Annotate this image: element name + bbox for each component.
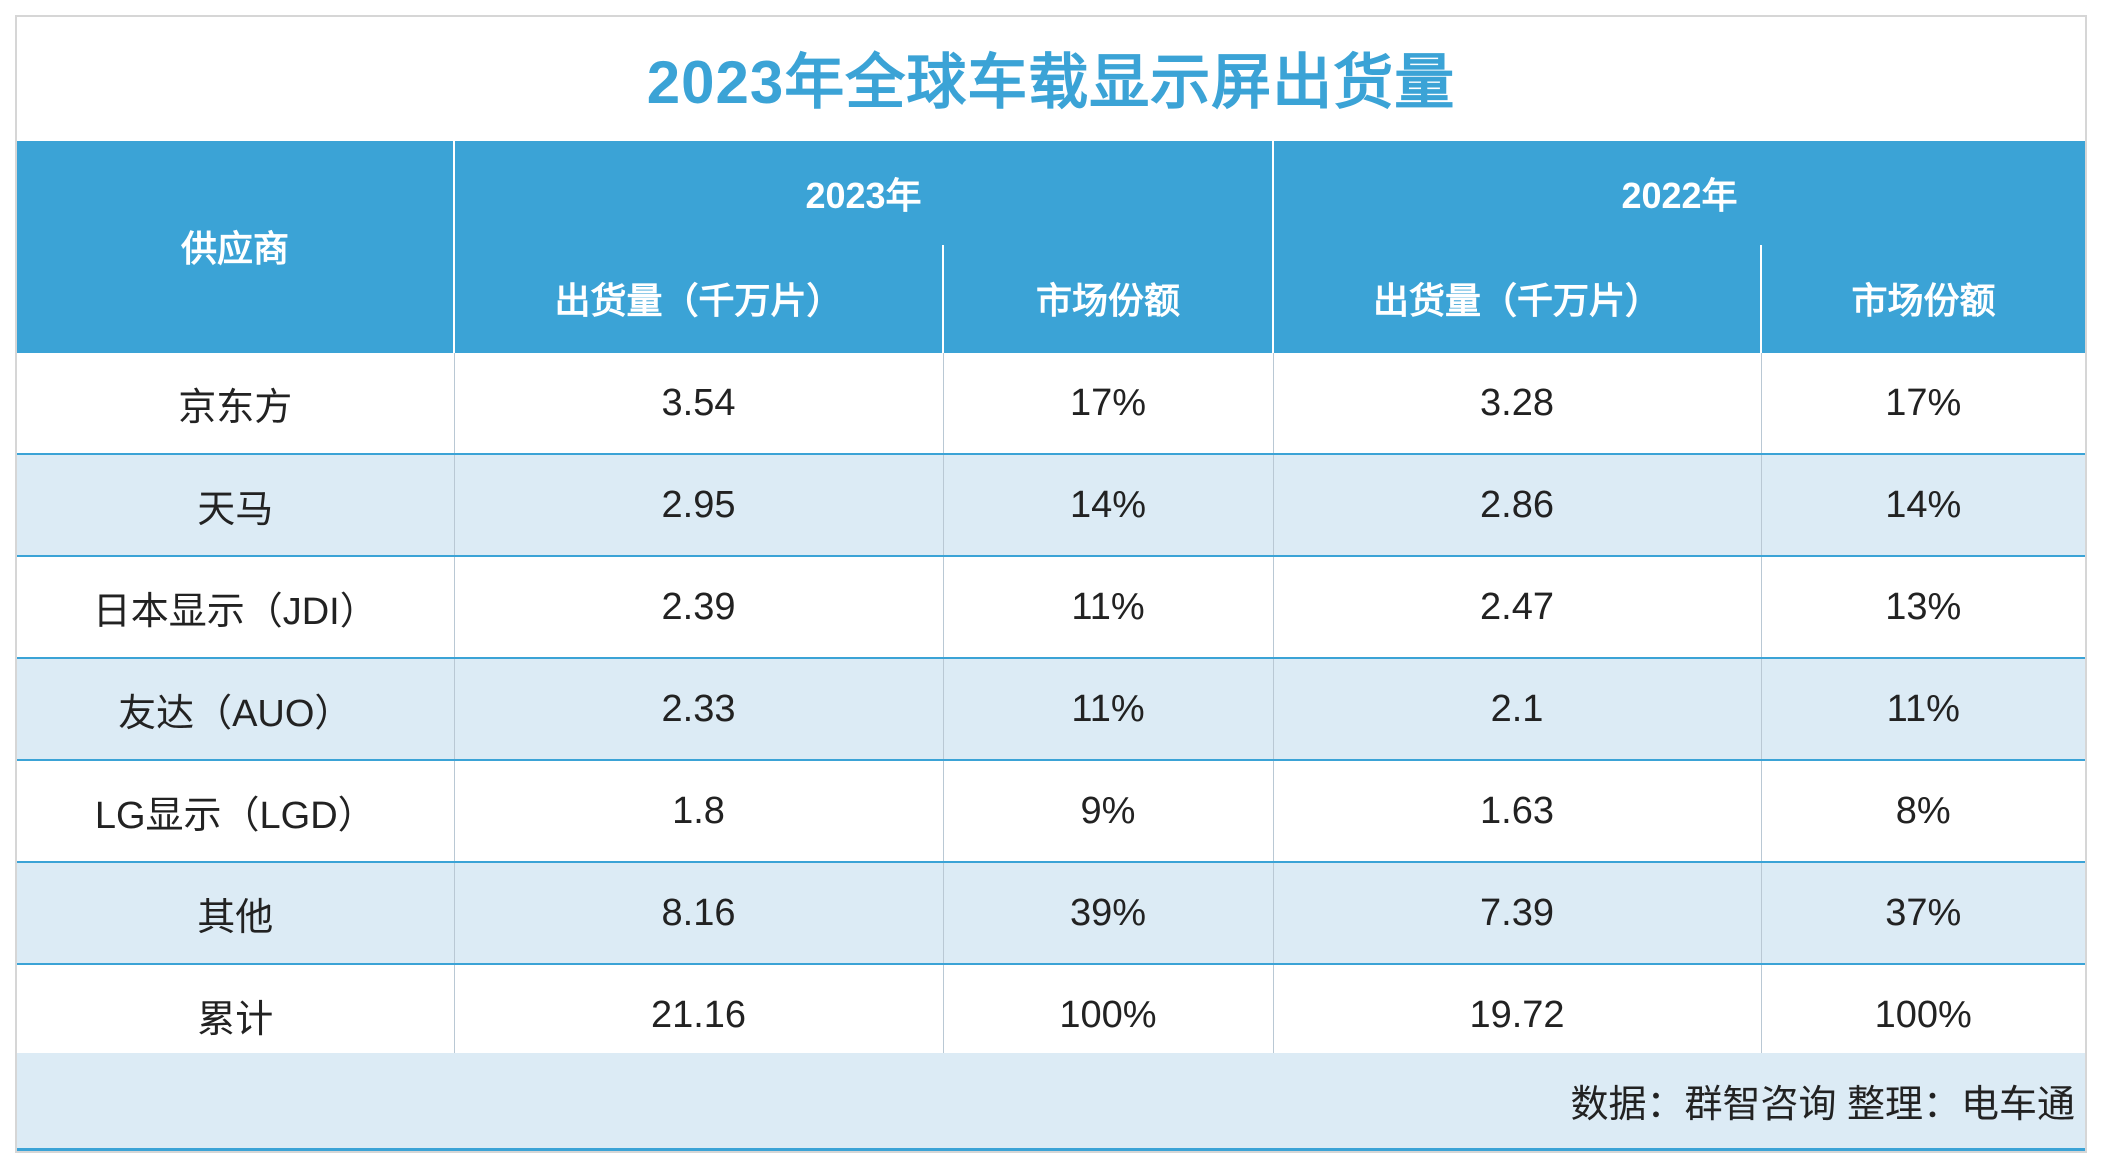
header-year-2022: 2022年 [1272, 141, 2085, 245]
share-2022-cell: 13% [1760, 555, 2085, 658]
shipment-2023-cell: 1.8 [453, 759, 943, 862]
supplier-cell: 京东方 [17, 351, 454, 454]
share-2022-cell: 37% [1760, 861, 2085, 964]
supplier-cell: 天马 [17, 453, 454, 556]
share-2022-cell: 100% [1760, 963, 2085, 1067]
header-2023-shipment: 出货量（千万片） [453, 245, 943, 352]
share-2022-cell: 14% [1760, 453, 2085, 556]
share-2023-cell: 9% [942, 759, 1273, 862]
shipment-2023-cell: 3.54 [453, 351, 943, 454]
header-2023-share: 市场份额 [942, 245, 1273, 352]
shipment-2023-cell: 21.16 [453, 963, 943, 1067]
supplier-cell: 友达（AUO） [17, 657, 454, 760]
table-row: LG显示（LGD） 1.8 9% 1.63 8% [17, 759, 2085, 862]
share-2023-cell: 17% [942, 351, 1273, 454]
shipment-table: 供应商 2023年 2022年 出货量（千万片） 市场份额 出货量（千万片） 市… [17, 141, 2085, 1067]
shipment-2023-cell: 2.39 [453, 555, 943, 658]
share-2022-cell: 17% [1760, 351, 2085, 454]
shipment-2022-cell: 2.47 [1272, 555, 1761, 658]
share-2022-cell: 8% [1760, 759, 2085, 862]
share-2023-cell: 100% [942, 963, 1273, 1067]
header-2022-shipment: 出货量（千万片） [1272, 245, 1761, 352]
share-2022-cell: 11% [1760, 657, 2085, 760]
table-row-total: 累计 21.16 100% 19.72 100% [17, 963, 2085, 1067]
header-supplier: 供应商 [17, 141, 454, 352]
shipment-2022-cell: 3.28 [1272, 351, 1761, 454]
header-year-2023: 2023年 [453, 141, 1273, 245]
shipment-2022-cell: 19.72 [1272, 963, 1761, 1067]
shipment-2022-cell: 7.39 [1272, 861, 1761, 964]
shipment-2022-cell: 2.86 [1272, 453, 1761, 556]
share-2023-cell: 14% [942, 453, 1273, 556]
header-2022-share: 市场份额 [1760, 245, 2085, 352]
table-row: 其他 8.16 39% 7.39 37% [17, 861, 2085, 964]
supplier-cell: 其他 [17, 861, 454, 964]
share-2023-cell: 11% [942, 657, 1273, 760]
supplier-cell: 日本显示（JDI） [17, 555, 454, 658]
table-row: 京东方 3.54 17% 3.28 17% [17, 351, 2085, 454]
share-2023-cell: 39% [942, 861, 1273, 964]
share-2023-cell: 11% [942, 555, 1273, 658]
table-row: 日本显示（JDI） 2.39 11% 2.47 13% [17, 555, 2085, 658]
shipment-2022-cell: 1.63 [1272, 759, 1761, 862]
shipment-2023-cell: 8.16 [453, 861, 943, 964]
table-row: 友达（AUO） 2.33 11% 2.1 11% [17, 657, 2085, 760]
chart-title: 2023年全球车载显示屏出货量 [646, 49, 1456, 116]
supplier-cell: LG显示（LGD） [17, 759, 454, 862]
supplier-cell: 累计 [17, 963, 454, 1067]
table-row: 天马 2.95 14% 2.86 14% [17, 453, 2085, 556]
shipment-2023-cell: 2.33 [453, 657, 943, 760]
shipment-2023-cell: 2.95 [453, 453, 943, 556]
shipment-2022-cell: 2.1 [1272, 657, 1761, 760]
source-note-text: 数据：群智咨询 整理：电车通 [1570, 1084, 2075, 1126]
source-note: 数据：群智咨询 整理：电车通 [17, 1053, 2085, 1151]
